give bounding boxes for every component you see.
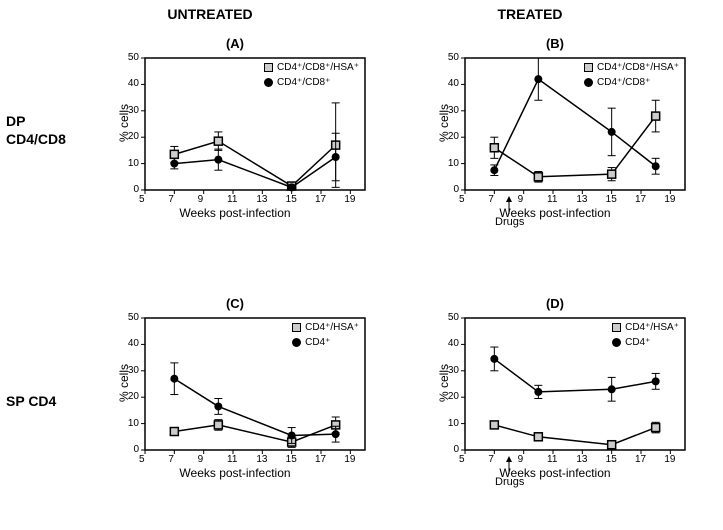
- xtick-label: 5: [139, 454, 145, 465]
- xtick-label: 15: [606, 194, 617, 205]
- panel-a: (A)010203040505791113151719% cellsWeeks …: [100, 40, 370, 270]
- circle-marker-icon: [584, 78, 593, 87]
- panel-d: (D)010203040505791113151719% cellsWeeks …: [420, 300, 690, 530]
- xtick-label: 7: [168, 454, 174, 465]
- xlabel: Weeks post-infection: [420, 466, 690, 480]
- legend-label: CD4⁺/CD8⁺: [597, 75, 650, 90]
- legend-item-square: CD4⁺/CD8⁺/HSA⁺: [584, 60, 679, 75]
- legend-item-square: CD4⁺/CD8⁺/HSA⁺: [264, 60, 359, 75]
- row-label-dp: DPCD4/CD8: [6, 112, 66, 148]
- xtick-label: 13: [256, 194, 267, 205]
- xtick-label: 19: [664, 454, 675, 465]
- xtick-label: 5: [459, 194, 465, 205]
- xtick-label: 13: [576, 194, 587, 205]
- column-header-untreated: UNTREATED: [150, 6, 270, 22]
- xtick-label: 11: [547, 454, 557, 465]
- xtick-label: 7: [168, 194, 174, 205]
- ytick-label: 10: [448, 418, 459, 429]
- column-header-treated: TREATED: [470, 6, 590, 22]
- ytick-label: 40: [128, 78, 139, 89]
- xtick-label: 19: [664, 194, 675, 205]
- legend-label: CD4⁺/CD8⁺: [277, 75, 330, 90]
- ylabel: % cells: [117, 364, 131, 402]
- circle-marker-icon: [292, 338, 301, 347]
- legend-item-circle: CD4⁺/CD8⁺: [264, 75, 359, 90]
- xtick-label: 5: [459, 454, 465, 465]
- xtick-label: 11: [227, 454, 237, 465]
- legend: CD4⁺/HSA⁺CD4⁺: [612, 320, 679, 350]
- legend-label: CD4⁺: [305, 335, 330, 350]
- xtick-label: 17: [635, 454, 646, 465]
- legend-item-square: CD4⁺/HSA⁺: [612, 320, 679, 335]
- ytick-label: 40: [448, 78, 459, 89]
- legend-label: CD4⁺/CD8⁺/HSA⁺: [277, 60, 359, 75]
- square-marker-icon: [612, 323, 621, 332]
- xtick-label: 11: [227, 194, 237, 205]
- ylabel: % cells: [437, 364, 451, 402]
- row-label-sp: SP CD4: [6, 392, 56, 410]
- legend: CD4⁺/HSA⁺CD4⁺: [292, 320, 359, 350]
- xtick-label: 9: [518, 194, 524, 205]
- legend: CD4⁺/CD8⁺/HSA⁺CD4⁺/CD8⁺: [264, 60, 359, 90]
- ytick-label: 10: [128, 418, 139, 429]
- drugs-label: Drugs: [495, 476, 524, 488]
- xtick-label: 9: [518, 454, 524, 465]
- legend-label: CD4⁺/CD8⁺/HSA⁺: [597, 60, 679, 75]
- ytick-label: 40: [128, 338, 139, 349]
- xtick-label: 15: [286, 454, 297, 465]
- circle-marker-icon: [612, 338, 621, 347]
- ytick-label: 50: [448, 312, 459, 323]
- xlabel: Weeks post-infection: [420, 206, 690, 220]
- legend-label: CD4⁺/HSA⁺: [305, 320, 359, 335]
- legend-item-circle: CD4⁺: [292, 335, 359, 350]
- ytick-label: 10: [448, 158, 459, 169]
- legend-item-circle: CD4⁺: [612, 335, 679, 350]
- xtick-label: 15: [286, 194, 297, 205]
- xlabel: Weeks post-infection: [100, 466, 370, 480]
- ytick-label: 40: [448, 338, 459, 349]
- square-marker-icon: [292, 323, 301, 332]
- xtick-label: 19: [344, 454, 355, 465]
- xtick-label: 17: [315, 194, 326, 205]
- xtick-label: 13: [576, 454, 587, 465]
- ytick-label: 10: [128, 158, 139, 169]
- xtick-label: 9: [198, 454, 204, 465]
- xtick-label: 13: [256, 454, 267, 465]
- legend-label: CD4⁺: [625, 335, 650, 350]
- ytick-label: 50: [448, 52, 459, 63]
- xtick-label: 7: [488, 454, 494, 465]
- xtick-label: 9: [198, 194, 204, 205]
- square-marker-icon: [264, 63, 273, 72]
- panel-b: (B)010203040505791113151719% cellsWeeks …: [420, 40, 690, 270]
- ytick-label: 50: [128, 312, 139, 323]
- xtick-label: 17: [635, 194, 646, 205]
- drugs-label: Drugs: [495, 216, 524, 228]
- ytick-label: 50: [128, 52, 139, 63]
- ylabel: % cells: [117, 104, 131, 142]
- legend-item-circle: CD4⁺/CD8⁺: [584, 75, 679, 90]
- xtick-label: 7: [488, 194, 494, 205]
- panel-c: (C)010203040505791113151719% cellsWeeks …: [100, 300, 370, 530]
- square-marker-icon: [584, 63, 593, 72]
- ylabel: % cells: [437, 104, 451, 142]
- xtick-label: 5: [139, 194, 145, 205]
- xtick-label: 17: [315, 454, 326, 465]
- xtick-label: 19: [344, 194, 355, 205]
- legend-label: CD4⁺/HSA⁺: [625, 320, 679, 335]
- legend-item-square: CD4⁺/HSA⁺: [292, 320, 359, 335]
- legend: CD4⁺/CD8⁺/HSA⁺CD4⁺/CD8⁺: [584, 60, 679, 90]
- circle-marker-icon: [264, 78, 273, 87]
- xtick-label: 15: [606, 454, 617, 465]
- xlabel: Weeks post-infection: [100, 206, 370, 220]
- xtick-label: 11: [547, 194, 557, 205]
